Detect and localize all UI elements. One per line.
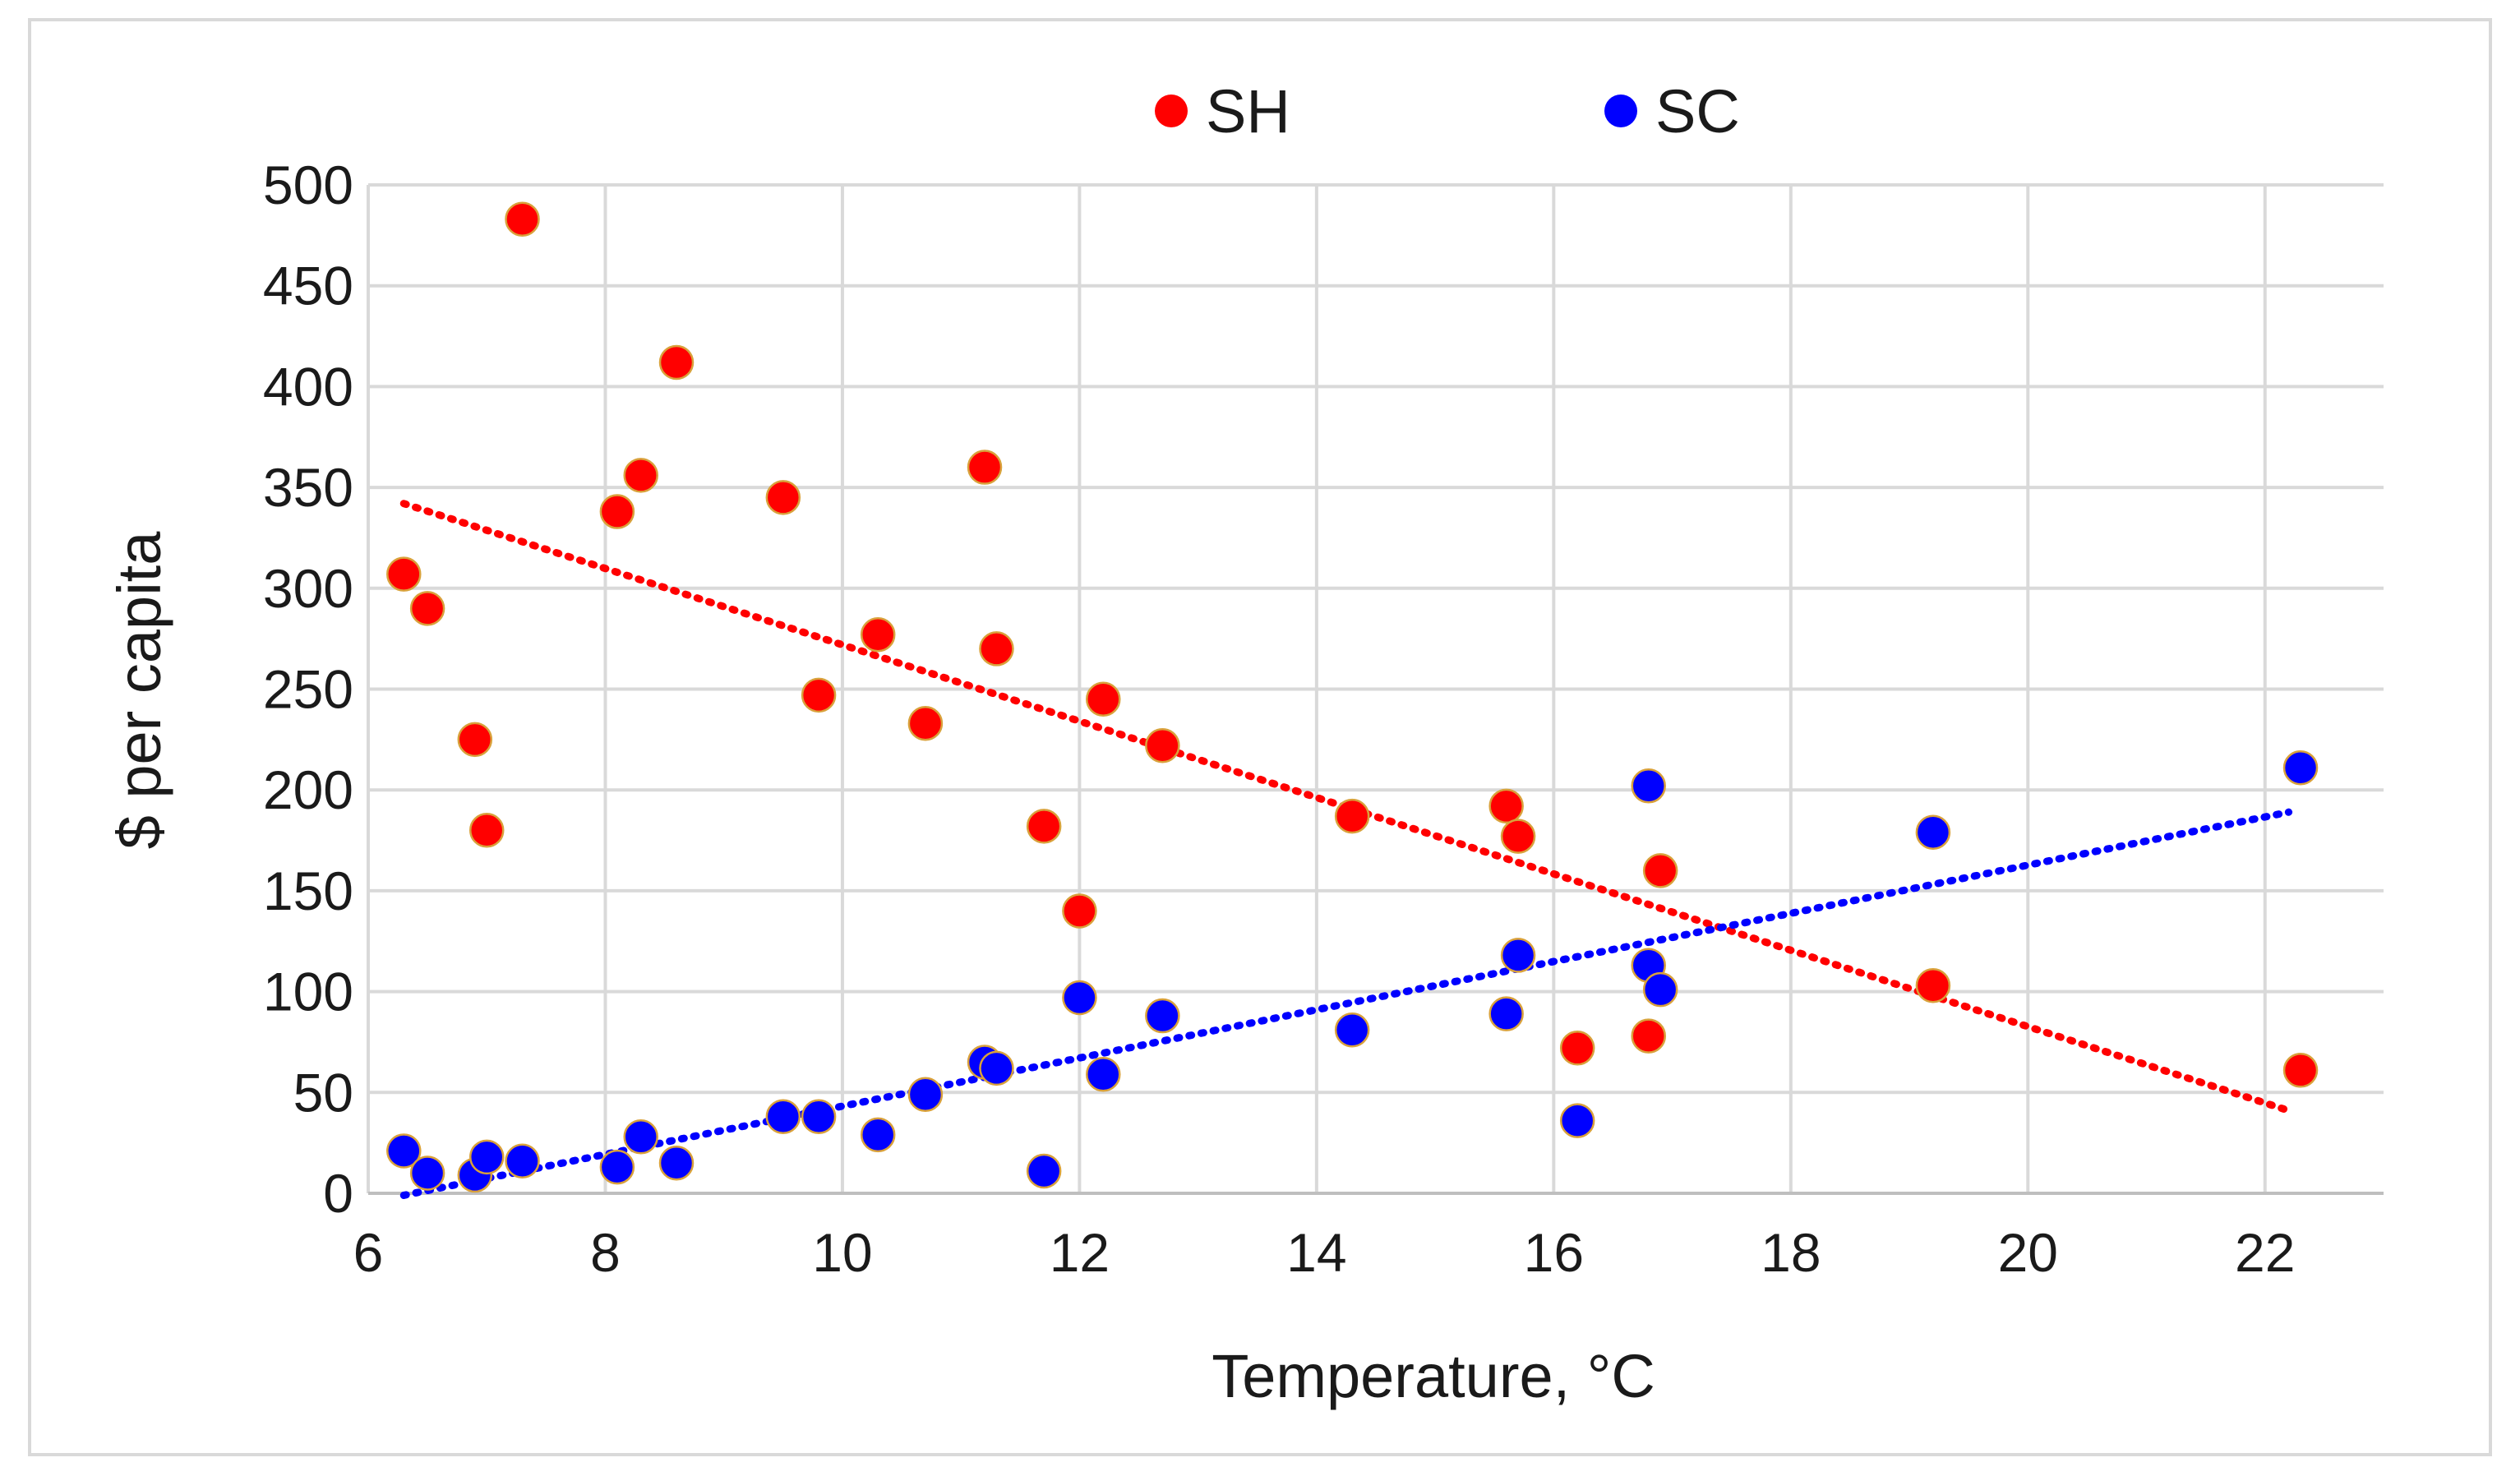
y-tick-label: 150 [263,860,353,921]
data-points [386,201,2319,1193]
point-sh [979,631,1014,667]
point-sc [1500,938,1536,973]
point-sh [1631,1018,1666,1054]
point-sc [801,1099,837,1134]
point-sc [2282,750,2319,786]
point-sc [599,1149,635,1185]
x-tick-label: 22 [2235,1222,2295,1283]
point-sh [860,616,896,653]
grid [367,183,2384,1195]
y-tick-label: 300 [263,558,353,619]
legend-marker-sc [1604,95,1637,127]
tick-labels: 0 50 100 150 200 250 300 350 400 450 500 6 8 10 12 14 16… [263,155,2296,1283]
x-tick-label: 18 [1761,1222,1821,1283]
point-sh [2282,1053,2319,1088]
y-tick-label: 400 [263,356,353,417]
y-tick-label: 100 [263,962,353,1022]
legend-label-sc: SC [1655,77,1740,145]
point-sh [468,813,505,848]
point-sh [1145,727,1180,763]
x-tick-label: 14 [1286,1222,1346,1283]
point-sh [457,722,493,758]
point-sh [1086,681,1121,717]
x-axis-title: Temperature, °C [1212,1342,1655,1410]
point-sh [599,494,635,529]
legend: SH SC [1155,77,1740,145]
point-sh [658,344,695,381]
y-axis-title: $ per capita [105,531,173,850]
point-sh [907,705,944,741]
legend-marker-sh [1155,95,1188,127]
point-sc [468,1139,505,1175]
y-tick-label: 250 [263,659,353,720]
x-tick-label: 20 [1998,1222,2058,1283]
y-tick-label: 200 [263,759,353,820]
x-tick-label: 8 [590,1222,621,1283]
y-tick-label: 500 [263,155,353,215]
point-sc [1062,980,1097,1016]
y-tick-label: 50 [293,1062,353,1123]
point-sc [1915,814,1951,850]
point-sh [801,677,837,713]
point-sc [386,1133,422,1169]
point-sh [1488,788,1524,824]
x-tick-label: 6 [353,1222,384,1283]
point-sc [860,1117,896,1153]
point-sh [967,450,1003,485]
point-sh [1334,798,1370,834]
point-sc [1145,998,1180,1034]
point-sh [1500,819,1536,854]
point-sc [1086,1056,1121,1092]
point-sc [623,1119,658,1155]
x-tick-label: 16 [1524,1222,1584,1283]
point-sh [505,201,540,237]
point-sc [1488,996,1524,1031]
point-sh [386,556,422,592]
point-sh [1915,967,1951,1003]
point-sc [409,1155,445,1191]
y-tick-label: 450 [263,256,353,316]
point-sc [979,1050,1014,1086]
chart-frame [28,18,2492,1456]
point-sc [765,1099,801,1134]
y-tick-label: 350 [263,457,353,518]
point-sh [1642,853,1678,888]
point-sc [505,1143,540,1178]
y-tick-label: 0 [323,1163,353,1224]
point-sc [1642,971,1678,1008]
point-sh [409,591,445,626]
x-tick-label: 10 [812,1222,872,1283]
point-sc [1026,1153,1062,1189]
point-sc [907,1077,944,1113]
point-sc [658,1145,695,1181]
x-tick-label: 12 [1050,1222,1110,1283]
point-sc [1334,1012,1370,1048]
point-sh [623,458,658,493]
point-sc [1559,1103,1595,1138]
legend-label-sh: SH [1206,77,1290,145]
trendline-sc [399,808,2293,1199]
point-sh [1026,809,1062,844]
point-sc [1631,768,1666,804]
point-sh [1559,1031,1595,1066]
point-sh [765,480,801,515]
point-sh [1062,893,1097,929]
